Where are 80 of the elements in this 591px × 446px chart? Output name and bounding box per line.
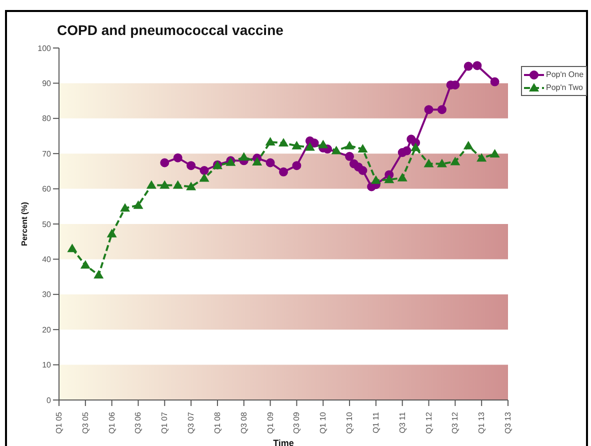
legend-label: Pop'n One — [546, 70, 584, 79]
point — [370, 175, 381, 184]
point — [292, 161, 302, 170]
x-tick-label: Q1 10 — [318, 411, 328, 434]
x-tick-label: Q3 10 — [345, 411, 354, 434]
point — [424, 105, 434, 114]
legend-label: Pop'n Two — [546, 83, 583, 92]
y-tick-label: 100 — [38, 44, 52, 53]
point — [186, 182, 196, 190]
point — [67, 244, 78, 252]
y-tick-label: 50 — [42, 220, 52, 229]
x-tick-label: Q1 06 — [107, 411, 116, 434]
x-tick-label: Q1 07 — [160, 411, 170, 434]
x-tick-label: Q1 09 — [266, 411, 275, 434]
point — [278, 138, 288, 147]
point — [397, 172, 408, 182]
point — [402, 146, 412, 156]
point — [358, 166, 368, 175]
y-tick-label: 10 — [42, 360, 52, 370]
point — [265, 136, 276, 146]
point — [160, 180, 170, 189]
x-tick-label: Q1 13 — [477, 411, 486, 434]
point — [292, 140, 302, 150]
y-tick-label: 70 — [42, 149, 52, 158]
point — [476, 153, 487, 162]
point — [436, 158, 447, 168]
y-tick-label: 80 — [42, 114, 52, 124]
point — [146, 180, 156, 189]
x-tick-label: Q3 06 — [134, 411, 143, 434]
point — [490, 77, 500, 86]
point — [472, 61, 482, 70]
point — [186, 161, 196, 170]
point — [94, 270, 104, 279]
point — [345, 152, 354, 161]
x-tick-label: Q3 12 — [450, 411, 460, 434]
point — [463, 140, 474, 150]
point — [133, 200, 144, 209]
point — [120, 203, 130, 212]
point — [199, 173, 210, 182]
y-tick-label: 90 — [42, 79, 52, 88]
x-tick-label: Q1 12 — [424, 411, 434, 434]
point — [358, 144, 368, 153]
point — [424, 158, 434, 168]
point — [304, 142, 315, 151]
x-tick-label: Q1 08 — [212, 411, 222, 434]
point — [200, 166, 209, 175]
x-tick-label: Q3 11 — [398, 411, 407, 434]
point — [238, 152, 249, 161]
x-axis-title: Time — [273, 438, 294, 446]
y-axis-title: Percent (%) — [20, 202, 29, 246]
point — [252, 157, 262, 166]
point — [344, 140, 355, 150]
x-tick-label: Q1 11 — [371, 411, 380, 434]
x-tick-label: Q3 05 — [80, 411, 90, 434]
x-tick-label: Q3 09 — [292, 411, 302, 434]
point — [464, 62, 473, 71]
x-tick-label: Q3 07 — [186, 411, 196, 434]
y-tick-label: 20 — [42, 325, 52, 334]
x-tick-label: Q3 08 — [239, 411, 248, 434]
point — [490, 148, 500, 158]
chart-title: COPD and pneumococcal vaccine — [57, 22, 284, 38]
point — [410, 142, 421, 152]
point — [173, 153, 182, 162]
point — [80, 260, 90, 269]
point — [106, 228, 117, 238]
point — [437, 105, 446, 114]
point — [160, 158, 170, 168]
x-tick-label: Q1 05 — [54, 411, 64, 434]
point — [279, 167, 288, 176]
x-tick-label: Q3 13 — [504, 411, 512, 434]
y-tick-label: 40 — [42, 255, 52, 264]
point — [384, 174, 394, 184]
point — [266, 158, 275, 168]
y-tick-label: 60 — [42, 184, 52, 194]
y-tick-label: 0 — [46, 396, 52, 405]
point — [331, 146, 342, 154]
point — [172, 180, 183, 189]
point — [318, 140, 328, 148]
y-tick-label: 30 — [42, 290, 52, 300]
point — [450, 156, 460, 166]
